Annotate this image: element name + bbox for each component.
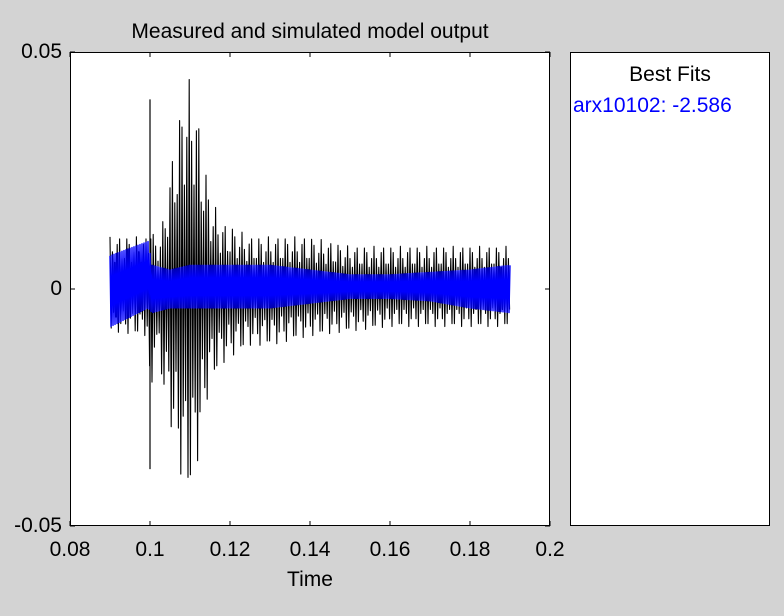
- y-tick-label-top: 0.05: [21, 40, 62, 63]
- x-tick-label: 0.1: [135, 538, 165, 561]
- simulated-output-line: [109, 240, 511, 328]
- legend-entry: arx10102: -2.586: [573, 94, 732, 117]
- legend-panel: Best Fits arx10102: -2.586: [570, 52, 770, 526]
- x-tick-label: 0.16: [369, 538, 411, 561]
- x-tick-label: 0.14: [289, 538, 331, 561]
- x-tick-label: 0.08: [49, 538, 91, 561]
- y-tick-label-mid: 0: [50, 277, 62, 300]
- x-axis-label: Time: [287, 568, 333, 591]
- y-tick-label-bottom: -0.05: [14, 514, 62, 537]
- chart-title: Measured and simulated model output: [131, 20, 489, 43]
- legend-title: Best Fits: [629, 63, 711, 86]
- x-tick-label: 0.2: [535, 538, 565, 561]
- x-tick-label: 0.18: [449, 538, 491, 561]
- x-tick-label: 0.12: [209, 538, 251, 561]
